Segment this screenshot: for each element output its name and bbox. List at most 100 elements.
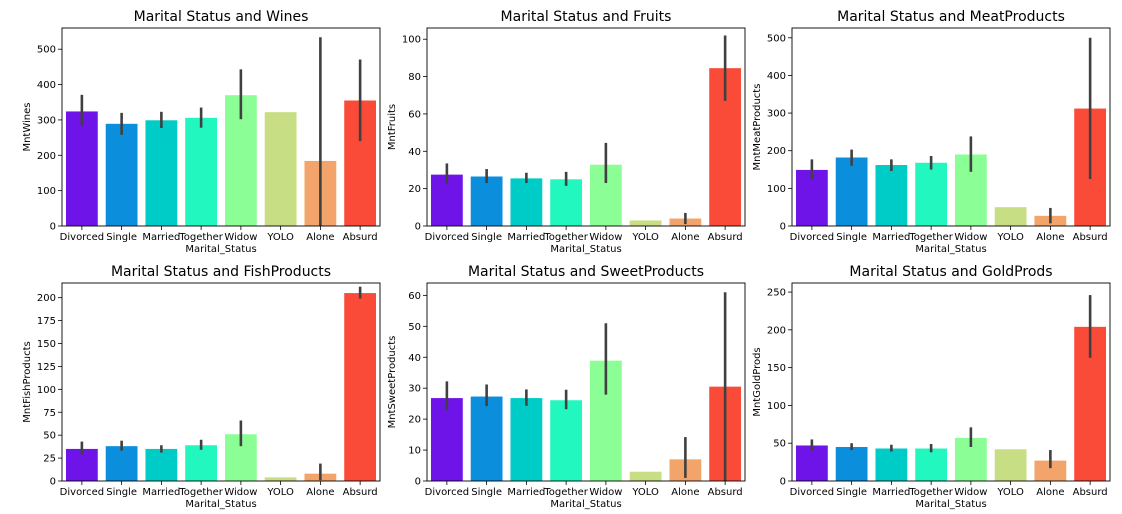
chart-title: Marital Status and SweetProducts — [468, 264, 704, 280]
y-tick-label: 40 — [408, 353, 421, 364]
x-tick-label: Widow — [589, 232, 622, 243]
bar — [145, 448, 178, 481]
x-tick-label: Single — [106, 232, 137, 243]
bar — [65, 111, 98, 226]
axes-frame — [61, 282, 381, 482]
x-tick-label: Married — [872, 487, 910, 498]
bar — [145, 120, 178, 226]
x-tick-label: Together — [543, 487, 588, 498]
bar — [875, 165, 908, 226]
bar — [105, 123, 138, 226]
y-tick-label: 0 — [780, 477, 786, 488]
y-tick-label: 25 — [43, 454, 56, 465]
x-tick-label: Absurd — [343, 487, 378, 498]
y-tick-label: 100 — [37, 385, 56, 396]
y-tick-label: 500 — [37, 45, 56, 56]
x-tick-label: YOLO — [631, 487, 659, 498]
chart-title: Marital Status and FishProducts — [111, 264, 331, 280]
y-tick-label: 20 — [408, 184, 421, 195]
x-tick-label: Absurd — [343, 232, 378, 243]
y-tick-label: 75 — [43, 408, 56, 419]
y-tick-label: 400 — [37, 80, 56, 91]
bar — [629, 220, 662, 226]
x-tick-label: Together — [178, 487, 223, 498]
chart-panel: 0 25 50 75 100 125 150 175 200 Divorced Single Marr… — [22, 264, 381, 510]
x-tick-label: Divorced — [60, 487, 104, 498]
y-axis-label: MntFruits — [387, 104, 398, 150]
bar — [185, 117, 218, 226]
x-tick-label: Single — [471, 232, 502, 243]
x-tick-label: Absurd — [1073, 487, 1108, 498]
bar — [915, 162, 948, 226]
axes-frame — [426, 282, 746, 482]
bar — [185, 445, 218, 481]
y-tick-label: 200 — [37, 151, 56, 162]
axes-frame — [61, 27, 381, 227]
x-tick-label: Widow — [589, 487, 622, 498]
y-tick-label: 100 — [767, 184, 786, 195]
bar — [795, 445, 828, 481]
x-tick-label: Widow — [224, 487, 257, 498]
y-tick-label: 0 — [415, 222, 421, 233]
chart-panel: 0 100 200 300 400 500 Divorced Single MarriedTog… — [752, 9, 1111, 255]
y-tick-label: 100 — [767, 401, 786, 412]
x-tick-label: Alone — [306, 487, 334, 498]
x-tick-label: Together — [908, 487, 953, 498]
x-tick-label: YOLO — [266, 232, 294, 243]
axes-frame — [426, 27, 746, 227]
x-tick-label: Married — [142, 232, 180, 243]
chart-panel: 0 20 40 60 80 100 Divorced Single MarriedTogethe… — [387, 9, 746, 255]
x-tick-label: Absurd — [708, 487, 743, 498]
x-tick-label: Widow — [224, 232, 257, 243]
y-tick-label: 200 — [767, 325, 786, 336]
axes-frame — [791, 27, 1111, 227]
x-tick-label: Single — [836, 232, 867, 243]
y-axis-label: MntWines — [22, 102, 33, 151]
x-tick-label: Single — [836, 487, 867, 498]
y-axis-label: MntGoldProds — [752, 347, 763, 416]
x-tick-label: Single — [471, 487, 502, 498]
y-tick-label: 125 — [37, 362, 56, 373]
x-tick-label: Married — [507, 232, 545, 243]
x-tick-label: Together — [908, 232, 953, 243]
chart-panel: 0 10 20 30 40 50 60 Divorced Single MarriedTogeth… — [387, 264, 746, 510]
x-tick-label: Alone — [1036, 232, 1064, 243]
bar — [264, 477, 297, 481]
y-tick-label: 500 — [767, 33, 786, 44]
x-axis-label: Marital_Status — [550, 244, 621, 255]
bar — [344, 293, 377, 481]
x-tick-label: Divorced — [425, 487, 469, 498]
y-tick-label: 50 — [43, 431, 56, 442]
chart-title: Marital Status and Fruits — [501, 9, 672, 25]
x-tick-label: Married — [507, 487, 545, 498]
y-tick-label: 100 — [37, 186, 56, 197]
bar — [510, 398, 543, 481]
y-tick-label: 50 — [408, 322, 421, 333]
x-tick-label: Absurd — [708, 232, 743, 243]
bar — [915, 448, 948, 481]
x-tick-label: Divorced — [790, 232, 834, 243]
bar — [835, 157, 868, 226]
bar — [875, 448, 908, 481]
x-axis-label: Marital_Status — [550, 499, 621, 510]
y-tick-label: 250 — [767, 288, 786, 299]
x-tick-label: Alone — [306, 232, 334, 243]
y-axis-label: MntFishProducts — [22, 341, 33, 422]
bar — [994, 207, 1027, 226]
x-tick-label: Alone — [671, 232, 699, 243]
x-tick-label: Together — [543, 232, 588, 243]
y-tick-label: 0 — [50, 222, 56, 233]
bar — [835, 446, 868, 481]
bar — [430, 398, 463, 481]
y-tick-label: 50 — [773, 439, 786, 450]
chart-panel: 0 100 200 300 400 500 Divorced Single MarriedTog… — [22, 9, 381, 255]
x-tick-label: Married — [142, 487, 180, 498]
bar — [105, 446, 138, 481]
x-tick-label: Absurd — [1073, 232, 1108, 243]
y-tick-label: 40 — [408, 147, 421, 158]
y-tick-label: 150 — [37, 339, 56, 350]
x-axis-label: Marital_Status — [915, 499, 986, 510]
x-tick-label: Divorced — [790, 487, 834, 498]
chart-title: Marital Status and Wines — [134, 9, 309, 25]
